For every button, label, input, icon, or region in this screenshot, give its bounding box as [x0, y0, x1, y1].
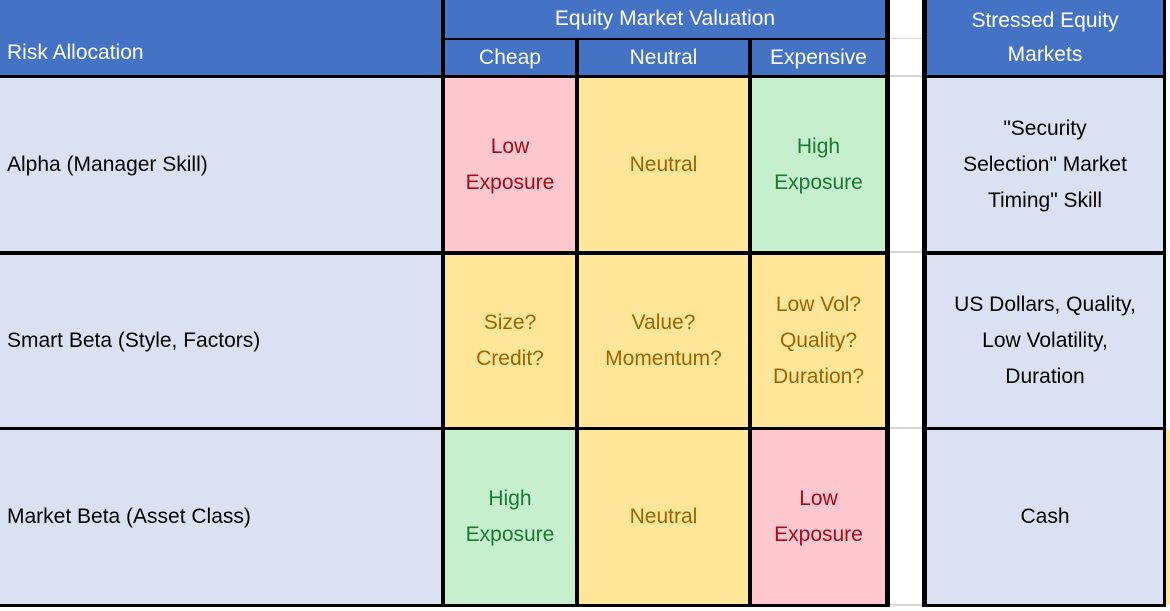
- row-label-market-beta: Market Beta (Asset Class): [0, 430, 441, 604]
- cell-market-beta-expensive: Low Exposure: [752, 430, 885, 604]
- col-header-neutral: Neutral: [579, 40, 748, 75]
- cell-market-beta-cheap: High Exposure: [445, 430, 575, 604]
- corner-header-risk-allocation: Risk Allocation: [0, 0, 441, 75]
- gap-gridline: [890, 427, 922, 429]
- separator-column: [890, 0, 922, 611]
- cell-smart-beta-stressed: US Dollars, Quality, Low Volatility, Dur…: [927, 255, 1163, 427]
- gap-gridline: [890, 75, 922, 77]
- col-header-expensive: Expensive: [752, 40, 885, 75]
- cell-alpha-stressed: "Security Selection" Market Timing" Skil…: [927, 78, 1163, 251]
- cell-smart-beta-expensive: Low Vol? Quality? Duration?: [752, 255, 885, 427]
- right-edge-cell-sliver: [1166, 430, 1170, 604]
- cell-alpha-neutral: Neutral: [579, 78, 748, 251]
- cell-market-beta-neutral: Neutral: [579, 430, 748, 604]
- cell-smart-beta-neutral: Value? Momentum?: [579, 255, 748, 427]
- cell-market-beta-stressed: Cash: [927, 430, 1163, 604]
- cell-smart-beta-cheap: Size? Credit?: [445, 255, 575, 427]
- col-header-cheap: Cheap: [445, 40, 575, 75]
- row-label-alpha: Alpha (Manager Skill): [0, 78, 441, 251]
- gap-gridline: [890, 38, 922, 39]
- group-header-equity-market-valuation: Equity Market Valuation: [445, 0, 885, 38]
- gap-gridline: [890, 604, 922, 606]
- col-header-stressed-equity-markets: Stressed Equity Markets: [927, 0, 1163, 75]
- cell-alpha-expensive: High Exposure: [752, 78, 885, 251]
- gap-gridline: [890, 251, 922, 253]
- cell-alpha-cheap: Low Exposure: [445, 78, 575, 251]
- row-label-smart-beta: Smart Beta (Style, Factors): [0, 255, 441, 427]
